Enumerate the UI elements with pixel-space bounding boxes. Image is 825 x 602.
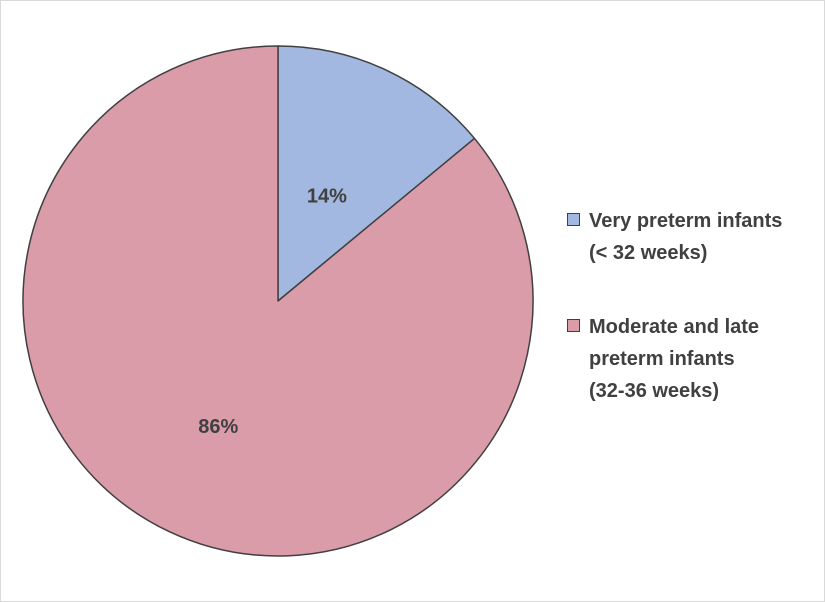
legend: Very preterm infants (< 32 weeks) Modera…: [567, 205, 817, 449]
legend-item-very-preterm: Very preterm infants (< 32 weeks): [567, 205, 817, 269]
pie-slice-very-preterm: [277, 45, 476, 302]
legend-label-line: Moderate and late: [589, 316, 760, 338]
legend-item-moderate-late-preterm: Moderate and late preterm infants (32-36…: [567, 311, 817, 407]
legend-label-line: (32-36 weeks): [589, 380, 720, 402]
data-label-very-preterm: 14%: [307, 185, 347, 207]
legend-label-line: Very preterm infants: [589, 210, 783, 232]
legend-swatch-very-preterm: [567, 213, 580, 226]
legend-label-line: (< 32 weeks): [589, 242, 708, 264]
data-label-moderate-late-preterm: 86%: [198, 416, 238, 438]
pie-slice-moderate-late-preterm: [22, 45, 534, 557]
legend-swatch-moderate-late-preterm: [567, 319, 580, 332]
legend-label-line: preterm infants: [589, 348, 735, 370]
